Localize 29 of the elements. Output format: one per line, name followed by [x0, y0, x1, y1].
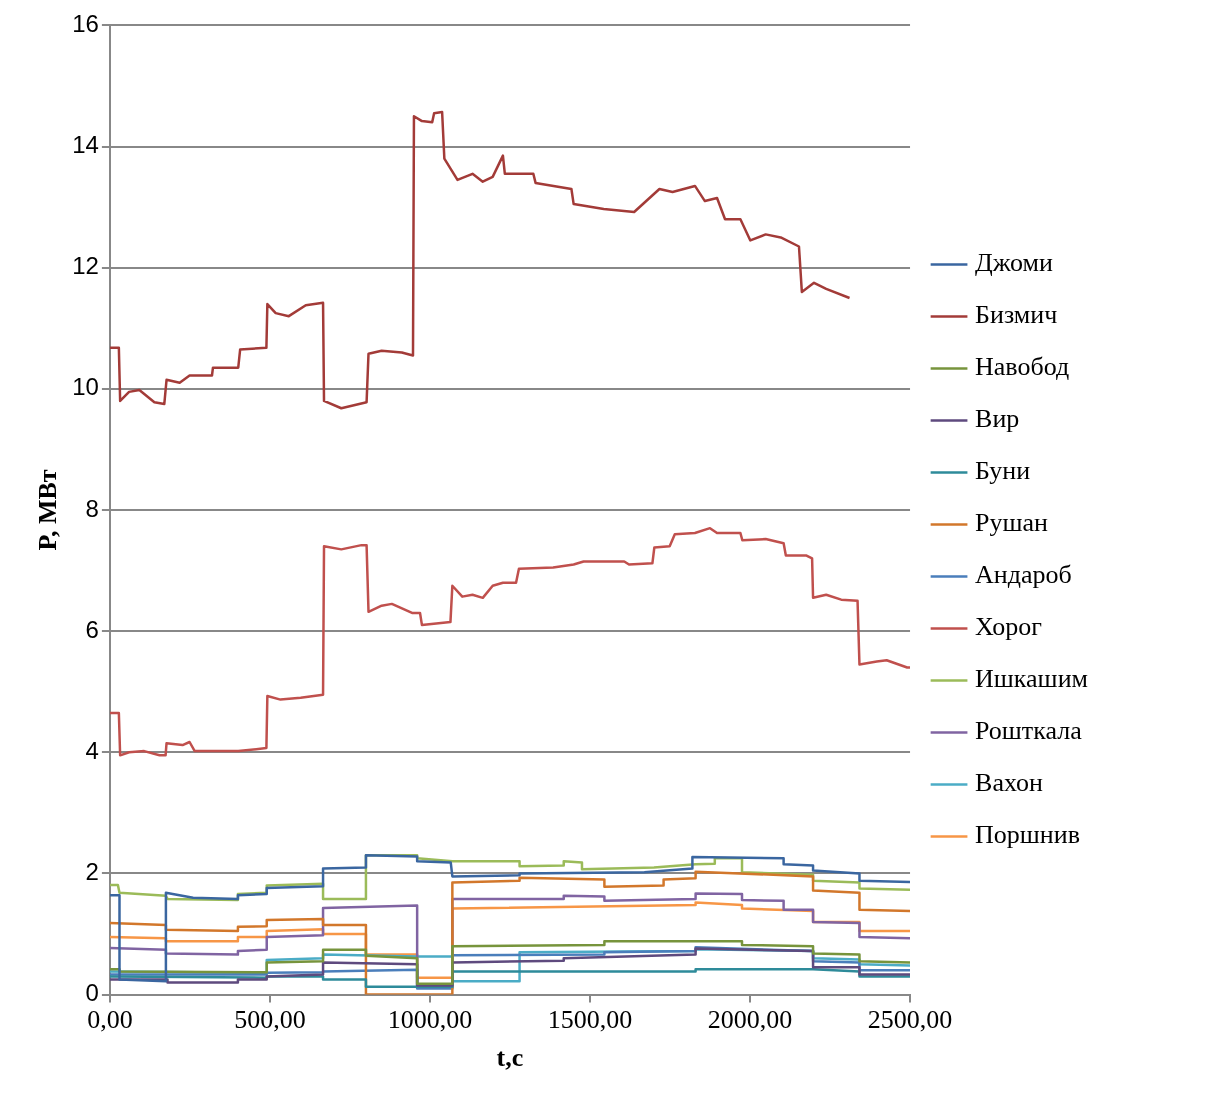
y-tick-label: 4 — [85, 736, 99, 764]
y-tick-label: 12 — [72, 252, 99, 280]
x-tick-label: 1500,00 — [547, 1005, 633, 1035]
y-tick-label: 16 — [72, 10, 99, 38]
y-tick-label: 8 — [85, 494, 99, 522]
y-axis-title: P, МВт — [33, 469, 63, 551]
legend-label: Хорог — [975, 612, 1042, 642]
x-tick-label: 1000,00 — [387, 1005, 473, 1035]
x-tick-label: 0,00 — [87, 1005, 133, 1035]
y-tick-label: 2 — [85, 858, 99, 886]
legend-label: Джоми — [975, 248, 1054, 278]
legend-label: Бизмич — [975, 300, 1058, 330]
legend-label: Буни — [975, 456, 1031, 486]
legend-label: Андароб — [975, 560, 1072, 590]
x-tick-label: 500,00 — [234, 1005, 306, 1035]
y-tick-label: 6 — [85, 615, 99, 643]
legend-label: Ишкашим — [975, 664, 1089, 694]
y-tick-label: 0 — [85, 979, 99, 1007]
legend-label: Рошткала — [975, 716, 1083, 746]
legend-label: Рушан — [975, 508, 1049, 538]
y-tick-label: 14 — [72, 131, 99, 159]
x-tick-label: 2500,00 — [867, 1005, 953, 1035]
legend-label: Поршнив — [975, 820, 1080, 850]
legend-label: Вир — [975, 404, 1020, 434]
legend-label: Навобод — [975, 352, 1070, 382]
y-tick-label: 10 — [72, 373, 99, 401]
x-axis-title: t,c — [496, 1043, 524, 1073]
legend-label: Вахон — [975, 768, 1043, 798]
x-tick-label: 2000,00 — [707, 1005, 793, 1035]
